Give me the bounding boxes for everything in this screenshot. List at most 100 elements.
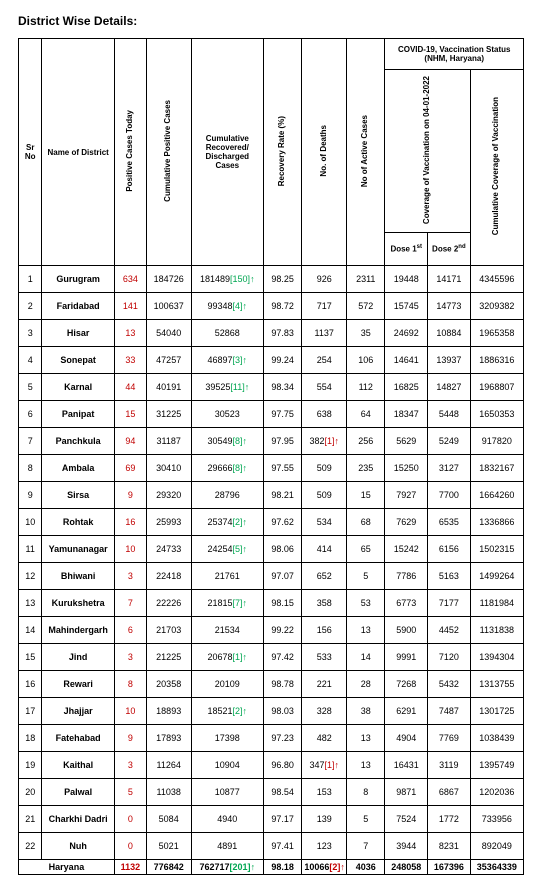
cell-name: Jind [42,644,114,671]
header-cum-rec: Cumulative Recovered/ Discharged Cases [191,39,263,266]
cell-cc: 1502315 [470,536,523,563]
cell-d2: 7177 [428,590,471,617]
cell-rec: 4940 [191,806,263,833]
cell-deaths: 509 [302,482,347,509]
cell-cum: 47257 [146,347,191,374]
cell-active: 5 [347,806,385,833]
cell-d1: 5629 [385,428,428,455]
cell-d1: 7786 [385,563,428,590]
cell-name: Palwal [42,779,114,806]
cell-sr: 17 [19,698,42,725]
cell-cc: 892049 [470,833,523,860]
cell-d1: 9871 [385,779,428,806]
cell-pos: 16 [114,509,146,536]
cell-pos: 69 [114,455,146,482]
cell-d1: 14641 [385,347,428,374]
cell-rec: 28796 [191,482,263,509]
cell-cum: 5084 [146,806,191,833]
cell-active: 53 [347,590,385,617]
cell-rate: 99.22 [264,617,302,644]
cell-cum: 22418 [146,563,191,590]
cell-d2: 10884 [428,320,471,347]
cell-deaths: 221 [302,671,347,698]
header-dose2: Dose 2nd [428,233,471,266]
cell-d1: 15242 [385,536,428,563]
cell-rate: 98.03 [264,698,302,725]
cell-active: 8 [347,779,385,806]
cell-active: 112 [347,374,385,401]
cell-deaths: 347[1]↑ [302,752,347,779]
header-dose1: Dose 1st [385,233,428,266]
cell-active: 13 [347,752,385,779]
cell-deaths: 139 [302,806,347,833]
cell-cum: 30410 [146,455,191,482]
cell-pos: 634 [114,266,146,293]
cell-cc: 1886316 [470,347,523,374]
cell-sr: 3 [19,320,42,347]
cell-rec: 30523 [191,401,263,428]
cell-name: Sonepat [42,347,114,374]
cell-pos: 10 [114,698,146,725]
cell-name: Karnal [42,374,114,401]
table-row: 13Kurukshetra72222621815[7]↑98.153585367… [19,590,524,617]
total-rec: 762717[201]↑ [191,860,263,875]
cell-d2: 8231 [428,833,471,860]
cell-sr: 4 [19,347,42,374]
cell-sr: 13 [19,590,42,617]
table-row: 4Sonepat334725746897[3]↑99.2425410614641… [19,347,524,374]
cell-sr: 16 [19,671,42,698]
total-d2: 167396 [428,860,471,875]
cell-cum: 40191 [146,374,191,401]
cell-name: Panchkula [42,428,114,455]
cell-cum: 25993 [146,509,191,536]
cell-d1: 16431 [385,752,428,779]
total-pos: 1132 [114,860,146,875]
cell-cc: 1181984 [470,590,523,617]
total-d1: 248058 [385,860,428,875]
table-row: 11Yamunanagar102473324254[5]↑98.06414651… [19,536,524,563]
total-active: 4036 [347,860,385,875]
header-sr: Sr No [19,39,42,266]
cell-active: 14 [347,644,385,671]
cell-cc: 1968807 [470,374,523,401]
cell-deaths: 382[1]↑ [302,428,347,455]
cell-active: 65 [347,536,385,563]
cell-active: 2311 [347,266,385,293]
cell-active: 15 [347,482,385,509]
table-row: 20Palwal5110381087798.541538987168671202… [19,779,524,806]
cell-active: 5 [347,563,385,590]
total-cc: 35364339 [470,860,523,875]
table-row: 21Charkhi Dadri05084494097.1713957524177… [19,806,524,833]
cell-deaths: 717 [302,293,347,320]
cell-deaths: 534 [302,509,347,536]
cell-rate: 98.25 [264,266,302,293]
cell-deaths: 254 [302,347,347,374]
header-pos-today: Positive Cases Today [114,39,146,266]
cell-rate: 98.15 [264,590,302,617]
cell-name: Charkhi Dadri [42,806,114,833]
cell-d1: 15250 [385,455,428,482]
total-row: Haryana 1132 776842 762717[201]↑ 98.18 1… [19,860,524,875]
cell-cum: 21703 [146,617,191,644]
cell-name: Yamunanagar [42,536,114,563]
cell-deaths: 509 [302,455,347,482]
cell-rec: 46897[3]↑ [191,347,263,374]
cell-cc: 1313755 [470,671,523,698]
header-cum-pos: Cumulative Positive Cases [146,39,191,266]
total-name: Haryana [19,860,115,875]
cell-rec: 30549[8]↑ [191,428,263,455]
table-row: 9Sirsa9293202879698.21509157927770016642… [19,482,524,509]
table-row: 1Gurugram634184726181489[150]↑98.2592623… [19,266,524,293]
cell-rate: 98.54 [264,779,302,806]
cell-rate: 97.07 [264,563,302,590]
cell-rec: 24254[5]↑ [191,536,263,563]
cell-d2: 6535 [428,509,471,536]
cell-pos: 9 [114,482,146,509]
cell-d2: 5249 [428,428,471,455]
cell-d1: 19448 [385,266,428,293]
total-rate: 98.18 [264,860,302,875]
cell-d1: 3944 [385,833,428,860]
cell-rate: 99.24 [264,347,302,374]
cell-d1: 7524 [385,806,428,833]
cell-pos: 0 [114,833,146,860]
